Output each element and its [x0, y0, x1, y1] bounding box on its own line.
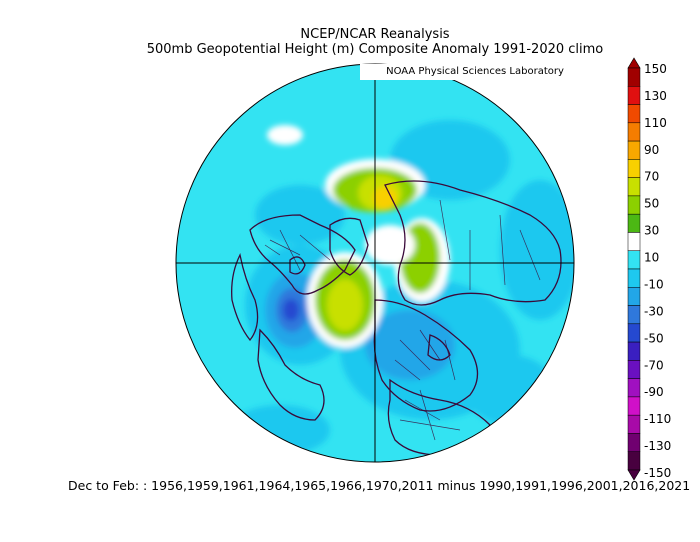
colorbar-box: [627, 104, 641, 124]
colorbar-tick-label: 130: [644, 89, 667, 103]
colorbar-tick-label: -30: [644, 304, 664, 318]
colorbar-box: [627, 323, 641, 343]
colorbar-box: [627, 213, 641, 233]
colorbar-box: [627, 67, 641, 87]
colorbar-tick-label: -50: [644, 331, 664, 345]
colorbar-tick-label: 70: [644, 170, 659, 184]
footer-caption: Dec to Feb: : 1956,1959,1961,1964,1965,1…: [68, 478, 691, 493]
colorbar-bottom-arrow: [627, 469, 641, 481]
colorbar-box: [627, 341, 641, 361]
colorbar-box: [627, 451, 641, 471]
borders: [264, 199, 541, 441]
colorbar-box: [627, 268, 641, 288]
colorbar-box: [627, 250, 641, 270]
colorbar-box: [627, 159, 641, 178]
colorbar-top-arrow: [627, 57, 641, 69]
colorbar-tick-label: -90: [644, 385, 664, 399]
colorbar-tick-label: -110: [644, 412, 671, 426]
colorbar-tick-label: 30: [644, 224, 659, 238]
colorbar-box: [627, 140, 641, 160]
colorbar-tick-label: -10: [644, 277, 664, 291]
colorbar-tick-label: -70: [644, 358, 664, 372]
chart-subtitle: 500mb Geopotential Height (m) Composite …: [146, 42, 604, 57]
colorbar-box: [627, 86, 641, 105]
colorbar-box: [627, 287, 641, 306]
colorbar-tick-label: -150: [644, 466, 671, 480]
colorbar-tick-label: 150: [644, 62, 667, 76]
colorbar-box: [627, 232, 641, 251]
colorbar-tick-label: -130: [644, 439, 671, 453]
colorbar-box: [627, 396, 641, 416]
colorbar-tick-label: 10: [644, 251, 659, 265]
colorbar-tick-label: 110: [644, 116, 667, 130]
colorbar-box: [627, 433, 641, 452]
chart-title: NCEP/NCAR Reanalysis: [300, 27, 450, 42]
credit-label: NOAA Physical Sciences Laboratory: [360, 64, 590, 80]
colorbar-box: [627, 360, 641, 379]
colorbar-box: [627, 414, 641, 434]
colorbar-tick-label: 50: [644, 197, 659, 211]
colorbar-box: [627, 122, 641, 142]
colorbar-box: [627, 305, 641, 325]
colorbar-box: [627, 378, 641, 398]
colorbar-box: [627, 177, 641, 197]
colorbar-box: [627, 195, 641, 215]
colorbar-tick-label: 90: [644, 143, 659, 157]
